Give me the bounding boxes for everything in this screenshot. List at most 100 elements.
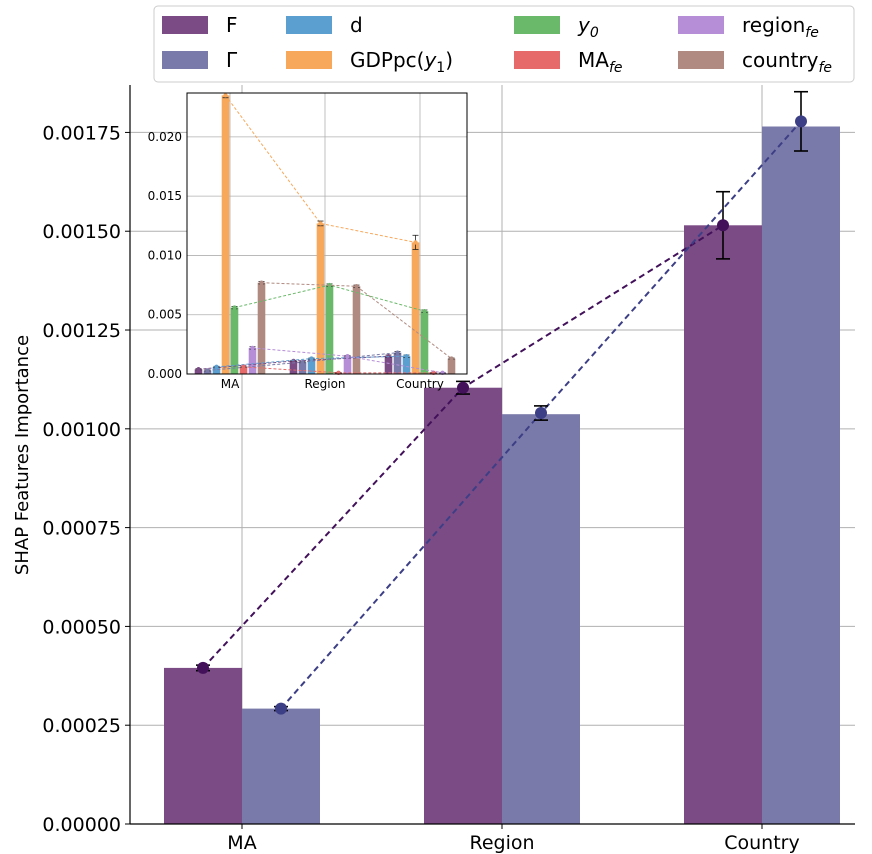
y-tick-label: 0.00100 [42, 419, 121, 441]
y-tick-label: 0.00175 [42, 122, 121, 144]
legend-label-main: MA [578, 48, 609, 72]
inset-point-region-fe [345, 354, 350, 359]
inset-point-ma-fe [241, 364, 246, 370]
inset-bar-country-fe-country [447, 358, 456, 374]
x-tick-label: Country [724, 832, 799, 854]
bar-f-ma [164, 667, 242, 824]
inset-bar-region-fe-region [343, 356, 352, 374]
legend-swatch-f [162, 16, 208, 34]
point-series-ma [275, 702, 287, 715]
inset-y-tick-label: 0.010 [148, 248, 182, 262]
inset-point-country-fe [449, 356, 454, 361]
inset-bar-y-region [325, 285, 334, 374]
inset-y-tick-label: 0.000 [148, 367, 182, 381]
legend-label-subscript: 1 [436, 60, 445, 76]
inset-bar-y-ma [230, 307, 239, 374]
inset-x-tick-label: Region [304, 377, 345, 391]
inset-bar-gdppc-y-ma [221, 95, 230, 374]
inset-point-region-fe [250, 345, 255, 351]
main-bars [164, 126, 840, 825]
inset-bar-d-ma [212, 366, 221, 374]
inset-bar-country-fe-region [352, 286, 361, 374]
inset-point-gdppc-y [318, 221, 323, 226]
y-tick-label: 0.00150 [42, 221, 121, 243]
inset-bar-gdppc-y-region [316, 223, 325, 374]
legend-label-main: Γ [226, 48, 238, 72]
legend-label-italic-y: y [423, 48, 437, 72]
inset-bar-f-region [289, 360, 298, 374]
legend-label-main: d [350, 13, 363, 37]
legend-label-subscript: fe [818, 60, 832, 76]
legend-label-subscript: fe [609, 60, 623, 76]
legend-label-subscript: 0 [590, 25, 599, 41]
legend-label-regionfe: regionfe [742, 13, 819, 41]
inset-point-y [232, 305, 237, 310]
inset-chart: 0.000 0.005 0.010 0.015 0.020 MA Region Country [148, 92, 468, 391]
inset-point-series [205, 368, 210, 373]
point-series-country [795, 115, 807, 128]
inset-bar-d-region [307, 358, 316, 374]
inset-bar-region-fe-ma [248, 347, 257, 374]
x-tick-label: Region [469, 832, 534, 854]
legend-label-countryfe: countryfe [742, 48, 832, 76]
legend-swatch-series [162, 51, 208, 69]
point-series-region [535, 407, 547, 420]
main-trend-lines [196, 90, 808, 715]
legend-swatch-countryfe [678, 51, 724, 69]
main-axes: 0.00000 0.00025 0.00050 0.00075 0.00100 0.001… [42, 85, 855, 854]
inset-point-country-fe [354, 284, 359, 289]
bar-series-country [762, 126, 840, 825]
x-tick-label: MA [227, 832, 256, 854]
inset-bar-ma-fe-ma [239, 366, 248, 374]
inset-point-gdppc-y [223, 93, 228, 98]
inset-bar-y-country [420, 311, 429, 374]
legend-label-series: Γ [226, 48, 238, 72]
inset-y-tick-label: 0.005 [148, 308, 182, 322]
legend-label-d: d [350, 13, 363, 37]
inset-y-tick-label: 0.015 [148, 189, 182, 203]
legend-label-y0: y0 [577, 13, 599, 41]
legend-label-main: region [742, 13, 805, 37]
inset-point-d [404, 354, 409, 359]
inset-point-y [422, 308, 427, 314]
inset-bar-country-fe-ma [257, 282, 266, 374]
point-f-country [717, 219, 729, 232]
y-tick-label: 0.00025 [42, 715, 121, 737]
bar-series-ma [242, 708, 320, 824]
legend-label-f: F [226, 13, 238, 37]
legend-label-subscript: fe [805, 25, 819, 41]
y-tick-label: 0.00050 [42, 616, 121, 638]
point-f-ma [197, 661, 209, 674]
y-tick-label: 0.00125 [42, 320, 121, 342]
bar-f-country [684, 225, 762, 824]
legend-label-main: y [577, 13, 591, 37]
inset-x-tick-label: MA [221, 377, 240, 391]
legend-label-main: country [742, 48, 819, 72]
legend-swatch-y0 [514, 16, 560, 34]
legend-swatch-gdppc-y1 [286, 51, 332, 69]
bar-f-region [424, 387, 502, 824]
inset-bar-series-region [298, 362, 307, 374]
inset-bar-series-country [393, 352, 402, 374]
legend-label-main: GDPpc( [350, 48, 424, 72]
inset-point-gdppc-y [413, 240, 418, 245]
bar-series-region [502, 414, 580, 824]
legend-swatch-regionfe [678, 16, 724, 34]
y-tick-label: 0.00000 [42, 814, 121, 836]
inset-point-series [300, 359, 305, 365]
inset-point-d [214, 364, 219, 370]
inset-point-d [309, 356, 314, 361]
legend-label-gdppc-y1: GDPpc(y1) [350, 48, 453, 76]
inset-y-tick-label: 0.020 [148, 130, 182, 144]
inset-frame [186, 92, 468, 375]
legend-swatch-d [286, 16, 332, 34]
legend-label-tail: ) [445, 48, 453, 72]
inset-x-tick-label: Country [396, 377, 444, 391]
y-axis-label: SHAP Features Importance [12, 335, 33, 575]
inset-point-series [395, 350, 400, 355]
legend-label-main: F [226, 13, 238, 37]
inset-bar-f-ma [194, 369, 203, 374]
y-tick-label: 0.00075 [42, 518, 121, 540]
